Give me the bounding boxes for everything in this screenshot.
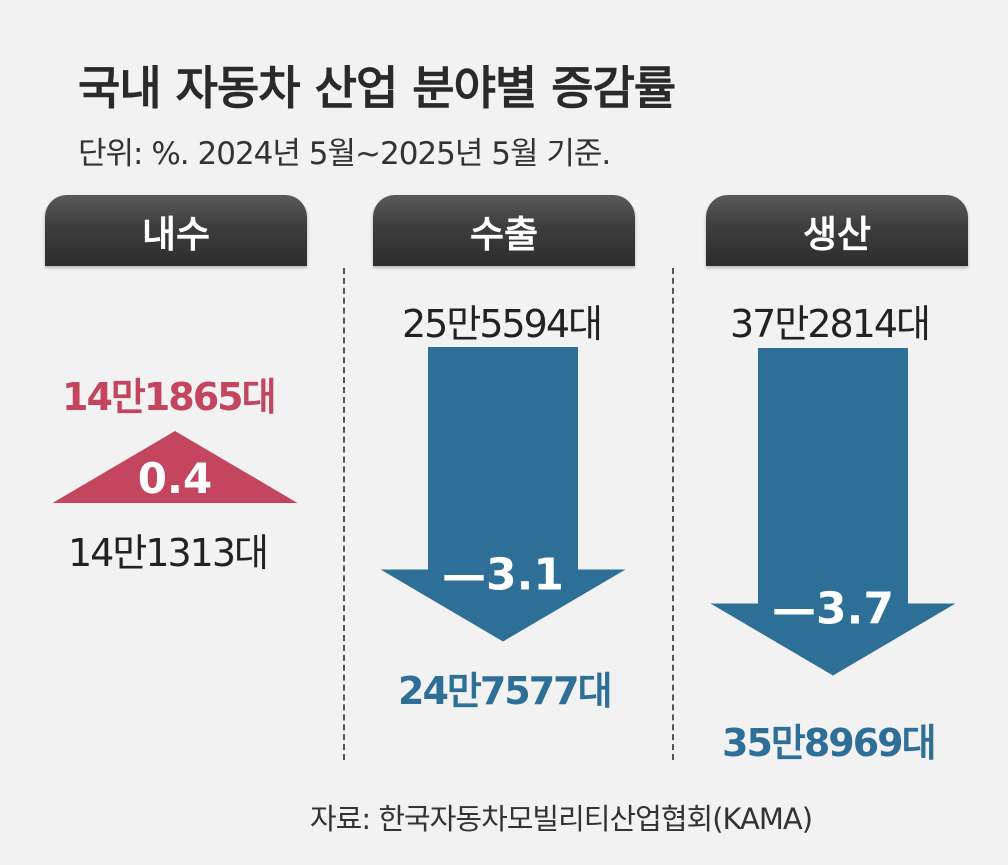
category-header-domestic: 내수 bbox=[45, 195, 307, 266]
production-change-value: —3.7 bbox=[772, 584, 894, 635]
column-divider bbox=[672, 268, 674, 760]
export-before-label: 25만5594대 bbox=[402, 302, 603, 346]
production-down-arrow bbox=[710, 348, 956, 676]
chart-title: 국내 자동차 산업 분야별 증감률 bbox=[78, 61, 676, 115]
category-header-export: 수출 bbox=[373, 195, 635, 266]
production-after-label: 35만8969대 bbox=[722, 721, 937, 765]
domestic-up-arrow bbox=[52, 431, 298, 503]
source-note: 자료: 한국자동차모빌리티산업협회(KAMA) bbox=[310, 802, 813, 836]
domestic-before-label: 14만1313대 bbox=[68, 531, 269, 575]
column-divider bbox=[343, 268, 345, 760]
production-before-label: 37만2814대 bbox=[730, 302, 931, 346]
export-down-arrow bbox=[380, 347, 626, 642]
domestic-after-label: 14만1865대 bbox=[62, 375, 277, 419]
export-change-value: —3.1 bbox=[442, 550, 564, 601]
chart-subtitle: 단위: %. 2024년 5월~2025년 5월 기준. bbox=[78, 136, 611, 172]
category-header-production: 생산 bbox=[706, 195, 968, 266]
export-after-label: 24만7577대 bbox=[398, 669, 613, 713]
domestic-change-value: 0.4 bbox=[138, 454, 212, 503]
